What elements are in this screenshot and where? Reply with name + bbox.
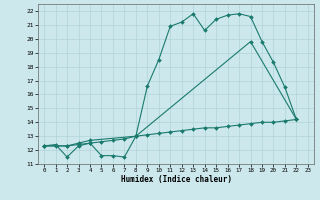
X-axis label: Humidex (Indice chaleur): Humidex (Indice chaleur) xyxy=(121,175,231,184)
